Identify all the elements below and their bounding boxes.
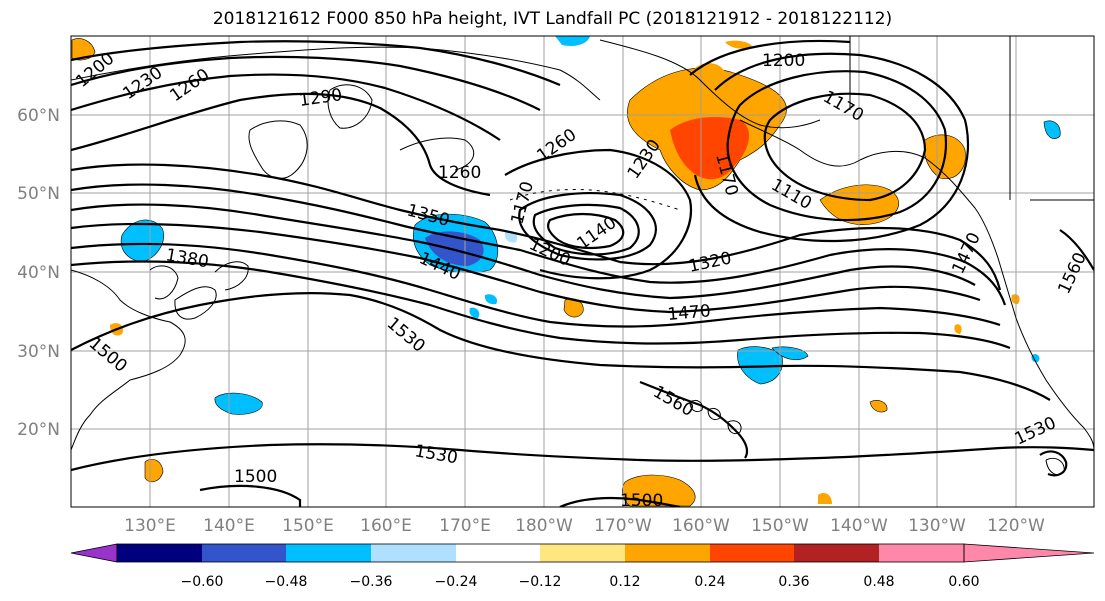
longitude-labels: 130°E 140°E 150°E 160°E 170°E 180°W 170°… — [124, 516, 1045, 536]
lon-label: 120°W — [987, 516, 1045, 536]
lon-label: 140°E — [203, 516, 255, 536]
map-frame — [70, 35, 1095, 508]
lat-label: 40°N — [17, 263, 60, 283]
lon-label: 170°W — [594, 516, 652, 536]
latitude-labels: 60°N 50°N 40°N 30°N 20°N — [17, 106, 60, 440]
contour-label: 1500 — [620, 491, 663, 511]
colorbar-swatch — [371, 544, 456, 562]
lat-label: 60°N — [17, 106, 60, 126]
lon-label: 150°E — [282, 516, 334, 536]
colorbar-swatch — [879, 544, 964, 562]
colorbar-swatch — [794, 544, 879, 562]
lat-label: 30°N — [17, 342, 60, 362]
contour-label: 1200 — [762, 51, 805, 71]
colorbar-extend-left — [70, 543, 118, 563]
height-contours — [71, 39, 1094, 507]
colorbar-swatch — [117, 544, 202, 562]
colorbar-tick-label: −0.36 — [350, 574, 393, 590]
colorbar-tick-label: 0.24 — [694, 574, 725, 590]
colorbar-tick-label: 0.60 — [948, 574, 979, 590]
colorbar-tick-label: 0.12 — [609, 574, 640, 590]
contour-label: 1500 — [234, 467, 277, 487]
colorbar-swatch — [625, 544, 710, 562]
colorbar-tick-label: −0.48 — [265, 574, 308, 590]
colorbar-swatch — [286, 544, 371, 562]
colorbar-tick-label: −0.12 — [519, 574, 562, 590]
colorbar-tick-label: 0.48 — [863, 574, 894, 590]
contour-label: 1470 — [667, 301, 712, 325]
colorbar-extend-right — [963, 543, 1095, 563]
lon-label: 130°E — [124, 516, 176, 536]
lon-label: 180°W — [515, 516, 573, 536]
coastlines — [71, 36, 1094, 476]
colorbar-tick-label: −0.24 — [435, 574, 478, 590]
colorbar-swatch — [540, 544, 625, 562]
colorbar-tick-label: 0.36 — [778, 574, 809, 590]
lon-label: 170°E — [439, 516, 491, 536]
colorbar-ticks: −0.60 −0.48 −0.36 −0.24 −0.12 0.12 0.24 … — [181, 574, 980, 590]
lon-label: 160°E — [360, 516, 412, 536]
colorbar-swatch — [202, 544, 286, 562]
map-area: 1200 1230 1260 1290 1260 1350 1380 1440 … — [71, 36, 1094, 511]
lon-label: 160°W — [672, 516, 730, 536]
colorbar: −0.60 −0.48 −0.36 −0.24 −0.12 0.12 0.24 … — [70, 543, 1095, 590]
lon-label: 130°W — [908, 516, 966, 536]
lat-label: 20°N — [17, 420, 60, 440]
colorbar-swatch — [710, 544, 794, 562]
map-title: 2018121612 F000 850 hPa height, IVT Land… — [212, 9, 893, 29]
lat-label: 50°N — [17, 184, 60, 204]
colorbar-swatch — [456, 544, 540, 562]
colorbar-tick-label: −0.60 — [181, 574, 224, 590]
lon-label: 140°W — [830, 516, 888, 536]
contour-label: 1260 — [438, 163, 481, 183]
lon-label: 150°W — [751, 516, 809, 536]
